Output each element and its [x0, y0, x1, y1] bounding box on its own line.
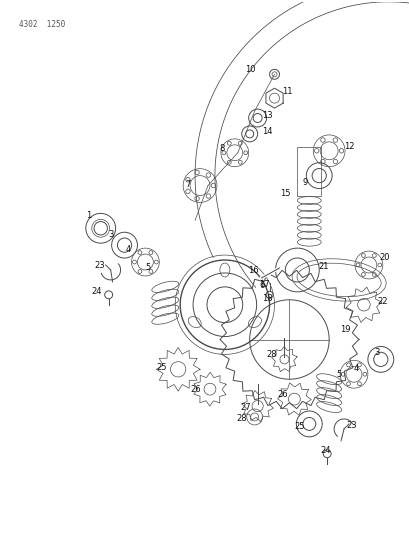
Text: 14: 14 — [262, 127, 272, 136]
Text: 19: 19 — [339, 325, 349, 334]
Text: 17: 17 — [258, 280, 269, 289]
Text: 25: 25 — [293, 423, 304, 431]
Text: 10: 10 — [245, 65, 255, 74]
Text: 21: 21 — [317, 262, 328, 271]
Text: 27: 27 — [240, 402, 250, 411]
Text: 22: 22 — [377, 297, 387, 306]
Text: 26: 26 — [276, 390, 287, 399]
Text: 3: 3 — [373, 348, 379, 357]
Text: 4: 4 — [126, 245, 131, 254]
Text: 4: 4 — [353, 364, 358, 373]
Text: 3: 3 — [108, 230, 113, 239]
Text: 13: 13 — [262, 110, 272, 119]
Text: 25: 25 — [156, 363, 166, 372]
Text: 9: 9 — [302, 178, 307, 187]
Text: 16: 16 — [248, 266, 258, 276]
Text: 12: 12 — [343, 142, 353, 151]
Text: 23: 23 — [94, 261, 105, 270]
Text: 1: 1 — [86, 211, 91, 220]
Text: 8: 8 — [219, 144, 224, 154]
Text: 28: 28 — [236, 415, 247, 423]
Text: 20: 20 — [379, 253, 389, 262]
Text: 11: 11 — [281, 87, 292, 96]
Text: 23: 23 — [346, 422, 356, 431]
Text: 18: 18 — [262, 294, 272, 303]
Text: 6: 6 — [258, 281, 264, 290]
Text: 24: 24 — [91, 287, 102, 296]
Text: 5: 5 — [146, 263, 151, 272]
Text: 28: 28 — [265, 350, 276, 359]
Text: 15: 15 — [279, 189, 290, 198]
Bar — [297, 147, 320, 197]
Text: 24: 24 — [319, 446, 330, 455]
Text: 5: 5 — [336, 370, 341, 379]
Text: 7: 7 — [185, 180, 190, 189]
Text: 26: 26 — [190, 385, 201, 394]
Text: 4302  1250: 4302 1250 — [19, 20, 65, 29]
